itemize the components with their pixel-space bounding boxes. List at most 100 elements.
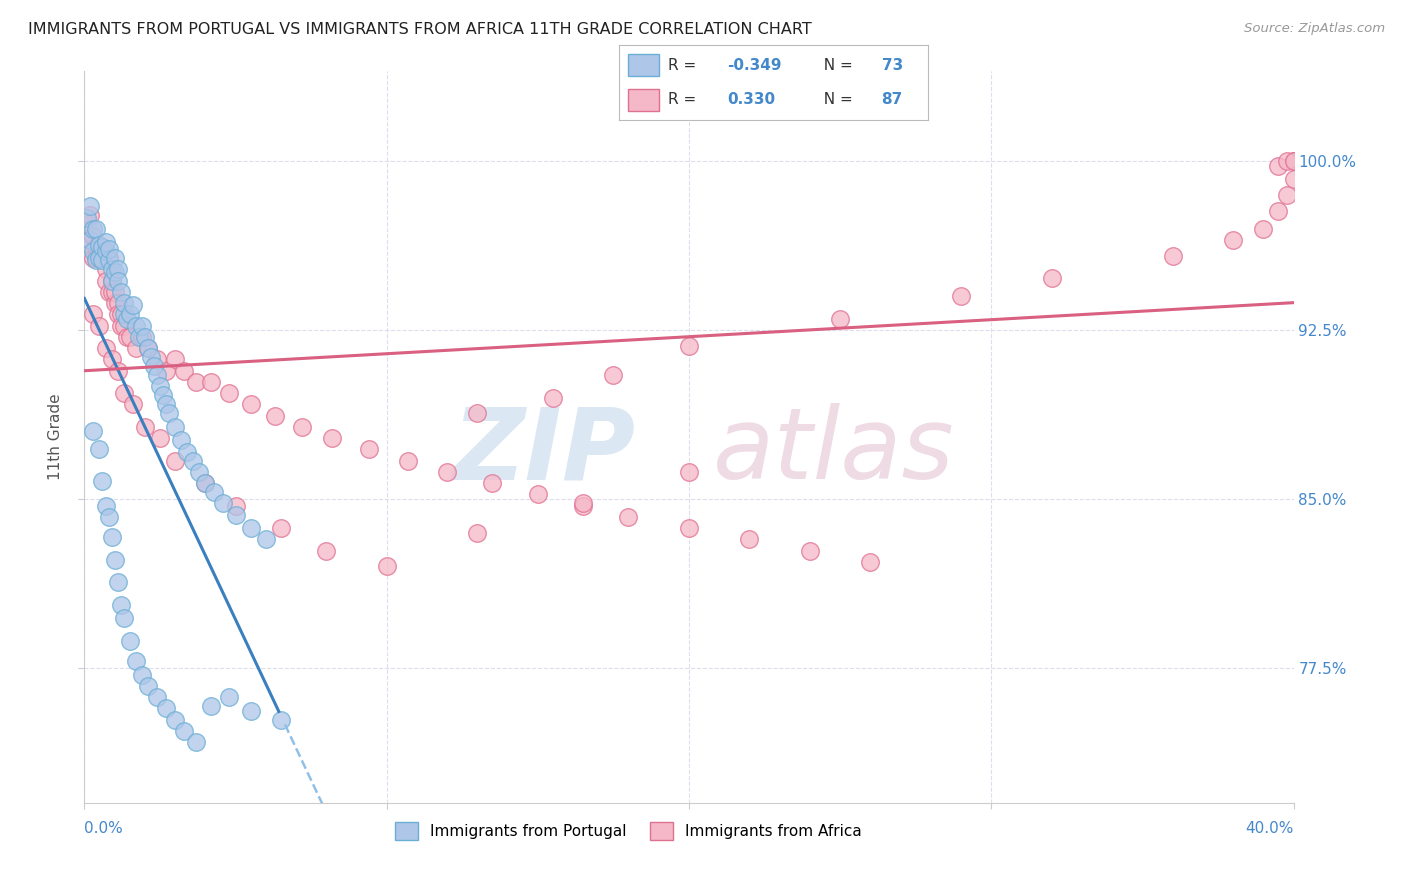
Bar bbox=[628, 54, 659, 77]
Point bbox=[254, 533, 277, 547]
Point bbox=[200, 699, 222, 714]
Text: 0.0%: 0.0% bbox=[84, 821, 124, 836]
Point bbox=[82, 251, 104, 265]
Point bbox=[239, 521, 262, 535]
Point bbox=[170, 434, 193, 448]
Point bbox=[118, 307, 141, 321]
Point bbox=[173, 364, 195, 378]
Point bbox=[134, 420, 156, 434]
Point bbox=[152, 388, 174, 402]
Point bbox=[467, 525, 489, 540]
Point bbox=[82, 307, 104, 321]
Point bbox=[165, 713, 187, 727]
Point bbox=[91, 253, 114, 268]
Point bbox=[79, 237, 101, 252]
Point bbox=[146, 368, 169, 383]
Point bbox=[100, 285, 122, 299]
Point bbox=[678, 465, 700, 479]
Point bbox=[125, 341, 148, 355]
Point bbox=[104, 285, 127, 299]
Point bbox=[1282, 154, 1305, 169]
Point bbox=[1267, 159, 1289, 173]
Point bbox=[239, 704, 262, 718]
Point bbox=[131, 318, 153, 333]
Point bbox=[146, 690, 169, 704]
Point bbox=[107, 575, 129, 590]
Point bbox=[110, 318, 132, 333]
Point bbox=[155, 364, 177, 378]
Point bbox=[188, 465, 211, 479]
Point bbox=[89, 318, 111, 333]
Point bbox=[225, 508, 247, 522]
Point bbox=[91, 474, 114, 488]
Point bbox=[112, 307, 135, 321]
Point bbox=[112, 611, 135, 625]
Point bbox=[202, 485, 225, 500]
Point bbox=[146, 352, 169, 367]
Bar bbox=[628, 88, 659, 112]
Point bbox=[1222, 233, 1244, 247]
Point bbox=[212, 496, 235, 510]
Point bbox=[1267, 203, 1289, 218]
Point bbox=[89, 237, 111, 252]
Point bbox=[121, 397, 143, 411]
Point bbox=[181, 453, 204, 467]
Point bbox=[541, 391, 564, 405]
Point bbox=[82, 244, 104, 259]
Point bbox=[527, 487, 550, 501]
Point bbox=[1282, 154, 1305, 169]
Point bbox=[136, 341, 159, 355]
Point bbox=[165, 352, 187, 367]
Point bbox=[572, 496, 595, 510]
Text: 40.0%: 40.0% bbox=[1246, 821, 1294, 836]
Point bbox=[396, 453, 419, 467]
Point bbox=[617, 510, 640, 524]
Point bbox=[97, 510, 120, 524]
Point bbox=[859, 555, 882, 569]
Point bbox=[830, 312, 852, 326]
Point bbox=[110, 285, 132, 299]
Point bbox=[94, 274, 117, 288]
Point bbox=[270, 521, 292, 535]
Point bbox=[94, 235, 117, 250]
Point bbox=[139, 350, 162, 364]
Point bbox=[263, 409, 285, 423]
Point bbox=[1277, 154, 1299, 169]
Point bbox=[218, 386, 240, 401]
Point bbox=[86, 240, 108, 254]
Point bbox=[321, 431, 343, 445]
Point bbox=[165, 420, 187, 434]
Point bbox=[76, 218, 98, 232]
Point bbox=[86, 251, 108, 265]
Text: R =: R = bbox=[668, 93, 706, 107]
Point bbox=[1253, 222, 1275, 236]
Point bbox=[94, 244, 117, 259]
Point bbox=[107, 364, 129, 378]
Point bbox=[82, 425, 104, 439]
Point bbox=[79, 208, 101, 222]
Text: N =: N = bbox=[814, 93, 858, 107]
Point bbox=[1282, 154, 1305, 169]
Point bbox=[467, 407, 489, 421]
Point bbox=[110, 598, 132, 612]
Text: 0.330: 0.330 bbox=[727, 93, 775, 107]
Text: atlas: atlas bbox=[713, 403, 955, 500]
Point bbox=[89, 249, 111, 263]
Point bbox=[131, 330, 153, 344]
Point bbox=[436, 465, 458, 479]
Point bbox=[194, 476, 217, 491]
Point bbox=[291, 420, 314, 434]
Point bbox=[149, 431, 172, 445]
Point bbox=[104, 251, 127, 265]
Point bbox=[176, 444, 198, 458]
Point bbox=[799, 543, 821, 558]
Point bbox=[100, 530, 122, 544]
Point bbox=[118, 633, 141, 648]
Text: Source: ZipAtlas.com: Source: ZipAtlas.com bbox=[1244, 22, 1385, 36]
Point bbox=[186, 735, 208, 749]
Point bbox=[89, 442, 111, 457]
Point bbox=[602, 368, 624, 383]
Point bbox=[481, 476, 503, 491]
Point bbox=[1282, 172, 1305, 186]
Point bbox=[100, 262, 122, 277]
